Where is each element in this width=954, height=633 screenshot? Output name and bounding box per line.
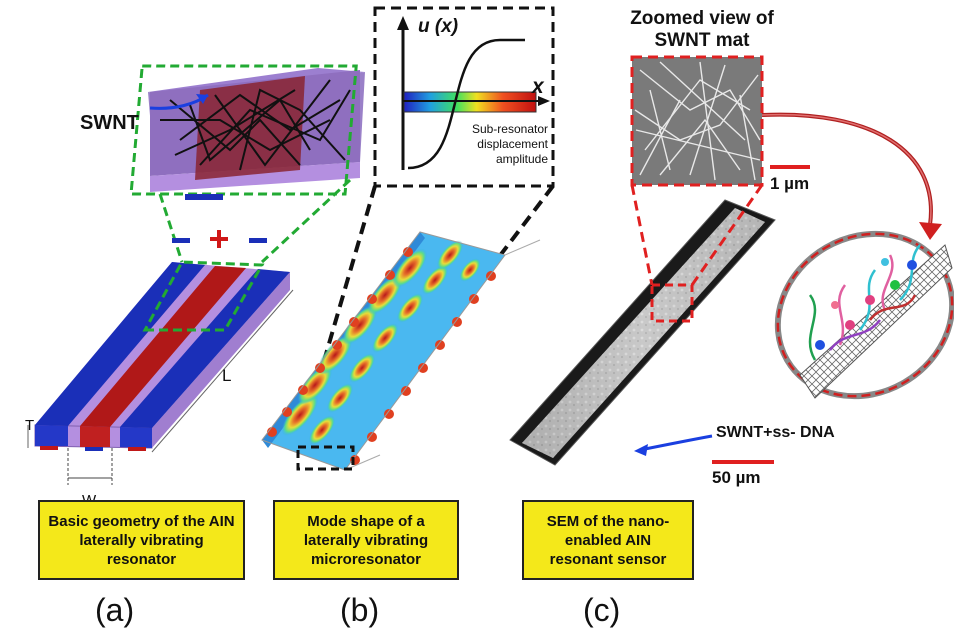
zoom-sem-image	[632, 57, 762, 185]
dna-strands	[808, 244, 921, 361]
resonator-bar	[34, 260, 290, 451]
displacement-curve	[407, 38, 525, 170]
panel-letter-a: (a)	[95, 592, 135, 628]
panel-b-illustration	[261, 6, 555, 471]
dimension-T-label: T	[25, 417, 35, 434]
zoom-outline-green	[129, 64, 358, 196]
minus-right-symbol	[249, 238, 267, 243]
panel-letter-b: (b)	[340, 592, 380, 628]
swnt-arrowhead	[196, 94, 208, 104]
inset-y-axis-label: u (x)	[418, 16, 459, 37]
caption-a: Basic geometry of the AIN laterally vibr…	[38, 500, 245, 580]
mode-shape-slab	[261, 231, 541, 471]
scale-50um-label: 50 µm	[712, 468, 761, 487]
dimension-L-line	[151, 289, 294, 453]
zoom-title-line2: SWNT mat	[654, 30, 750, 51]
panel-letter-c: (c)	[583, 592, 621, 628]
swnt-dna-arrow	[639, 434, 713, 452]
panel-c-illustration	[509, 55, 954, 466]
inset-caption-line3: amplitude	[495, 152, 548, 166]
projection-line-right	[260, 178, 352, 264]
scale-bar-50um	[712, 460, 774, 464]
minus-left-symbol	[172, 238, 190, 243]
projection-line-left	[158, 193, 184, 263]
swnt-mat-fibers	[634, 61, 761, 181]
bottom-electrode-tab	[185, 194, 223, 200]
plus-symbol-v	[217, 230, 221, 248]
zoomed-electrode-block	[129, 64, 365, 200]
scale-1um-label: 1 µm	[770, 174, 810, 193]
inset-x-axis-label: x	[532, 75, 544, 98]
dna-bases	[815, 258, 917, 350]
dna-cnt-ellipse	[774, 230, 954, 400]
zoom-title: Zoomed view of SWNT mat	[612, 8, 792, 52]
caption-c: SEM of the nano-enabled AIN resonant sen…	[522, 500, 694, 580]
swnt-dna-label: SWNT+ss- DNA	[716, 424, 835, 441]
panel-a-illustration	[27, 64, 365, 485]
caption-b: Mode shape of a laterally vibrating micr…	[273, 500, 459, 580]
inset-caption-line2: displacement	[477, 137, 548, 151]
sem-zoom-box	[650, 283, 694, 323]
inset-caption: Sub-resonator displacement amplitude	[452, 122, 548, 167]
dimension-L-label: L	[222, 366, 232, 385]
swnt-mesh	[160, 79, 351, 171]
swnt-label: SWNT	[80, 112, 139, 134]
inset-caption-line1: Sub-resonator	[471, 122, 548, 136]
zoom-title-line1: Zoomed view of	[630, 8, 774, 29]
sem-resonator	[509, 199, 776, 466]
curved-arrow	[761, 112, 933, 226]
scale-bar-1um	[770, 165, 810, 169]
